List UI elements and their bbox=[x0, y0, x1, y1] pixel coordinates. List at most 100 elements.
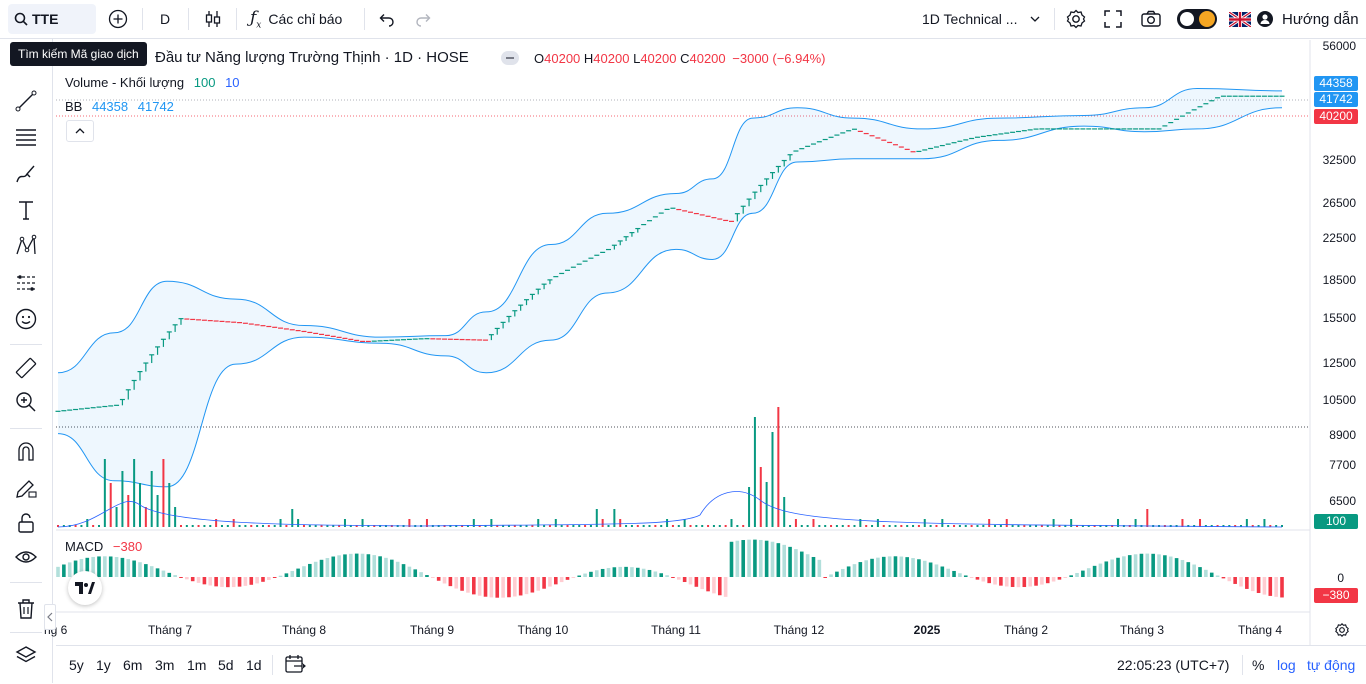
volume-bar bbox=[841, 525, 844, 527]
lock-tool[interactable] bbox=[13, 510, 39, 536]
l-value: 40200 bbox=[640, 51, 677, 66]
macd-bar bbox=[378, 556, 382, 577]
interval-button[interactable]: D bbox=[160, 0, 170, 38]
macd-bar bbox=[846, 566, 851, 577]
macd-bar bbox=[1133, 554, 1138, 577]
volume-bar bbox=[226, 525, 229, 527]
volume-legend[interactable]: Volume - Khối lượng 100 10 bbox=[65, 75, 240, 90]
range-1m-button[interactable]: 1m bbox=[187, 657, 207, 673]
volume-bar bbox=[343, 519, 346, 527]
ruler-tool[interactable] bbox=[13, 355, 39, 381]
c-label: C bbox=[680, 51, 690, 66]
chart-type-button[interactable] bbox=[202, 0, 224, 38]
volume-bar bbox=[109, 483, 112, 527]
range-6m-button[interactable]: 6m bbox=[123, 657, 143, 673]
delete-tool[interactable] bbox=[13, 596, 39, 622]
settings-button[interactable] bbox=[1065, 0, 1087, 38]
goto-date-button[interactable] bbox=[284, 654, 306, 677]
macd-bar bbox=[969, 577, 974, 578]
macd-bar bbox=[1215, 575, 1220, 577]
macd-bar bbox=[419, 572, 423, 577]
macd-legend[interactable]: MACD −380 bbox=[65, 539, 142, 554]
range-1y-button[interactable]: 1y bbox=[96, 657, 111, 673]
volume-bar bbox=[912, 525, 915, 527]
volume-bar bbox=[1228, 525, 1231, 527]
macd-bar bbox=[360, 553, 365, 577]
forecast-icon bbox=[17, 275, 35, 291]
fib-tool[interactable] bbox=[13, 124, 39, 150]
macd-bar bbox=[208, 577, 213, 586]
pattern-tool[interactable] bbox=[13, 233, 39, 259]
volume-bar bbox=[68, 525, 71, 527]
macd-bar bbox=[413, 569, 418, 577]
volume-bar bbox=[279, 519, 282, 527]
volume-bar bbox=[1122, 525, 1125, 527]
sidebar-collapse-handle[interactable] bbox=[44, 604, 56, 630]
text-tool[interactable] bbox=[13, 197, 39, 223]
language-button[interactable] bbox=[1229, 0, 1251, 38]
horizontal-lines-icon bbox=[16, 129, 36, 146]
fullscreen-button[interactable] bbox=[1103, 0, 1123, 38]
range-1d-button[interactable]: 1d bbox=[246, 657, 262, 673]
guide-button[interactable]: Hướng dẫn bbox=[1257, 0, 1359, 38]
volume-legend-label: Volume - Khối lượng bbox=[65, 75, 185, 90]
macd-bar bbox=[706, 577, 710, 592]
symbol-search-button[interactable]: TTE bbox=[8, 4, 96, 34]
auto-scale-button[interactable]: tự động bbox=[1307, 657, 1356, 673]
compare-button[interactable] bbox=[108, 0, 128, 38]
macd-bar bbox=[794, 549, 798, 577]
visibility-tool[interactable] bbox=[13, 544, 39, 570]
macd-bar bbox=[1204, 569, 1208, 577]
volume-bar bbox=[291, 509, 294, 527]
magnet-tool[interactable] bbox=[13, 438, 39, 464]
volume-bar bbox=[976, 525, 979, 527]
macd-bar bbox=[624, 566, 628, 577]
macd-bar bbox=[97, 556, 101, 577]
theme-toggle[interactable] bbox=[1177, 0, 1217, 38]
percent-scale-button[interactable]: % bbox=[1252, 657, 1265, 673]
collapse-legend-button[interactable] bbox=[66, 120, 94, 142]
axis-settings-button[interactable] bbox=[1334, 622, 1350, 638]
volume-bar bbox=[835, 525, 838, 527]
macd-bar bbox=[741, 540, 746, 577]
forecast-tool[interactable] bbox=[13, 270, 39, 296]
macd-bar bbox=[1010, 577, 1015, 587]
undo-button[interactable] bbox=[377, 0, 395, 38]
price-tick: 32500 bbox=[1322, 153, 1356, 167]
emoji-tool[interactable] bbox=[13, 306, 39, 332]
trendline-tool[interactable] bbox=[13, 88, 39, 114]
volume-bar bbox=[466, 525, 469, 527]
zoom-tool[interactable] bbox=[13, 389, 39, 415]
brush-tool[interactable] bbox=[13, 161, 39, 187]
volume-bar bbox=[1210, 525, 1213, 527]
range-5d-button[interactable]: 5d bbox=[218, 657, 234, 673]
market-status-icon[interactable] bbox=[501, 51, 519, 65]
macd-bar bbox=[243, 577, 248, 586]
macd-bar bbox=[249, 577, 254, 585]
volume-bar bbox=[414, 525, 417, 527]
tradingview-logo[interactable] bbox=[68, 571, 102, 605]
lock-drawing-tool[interactable] bbox=[13, 475, 39, 501]
time-tick: Tháng 3 bbox=[1119, 623, 1165, 637]
macd-bar bbox=[548, 577, 552, 587]
range-3m-button[interactable]: 3m bbox=[155, 657, 175, 673]
clock-display[interactable]: 22:05:23 (UTC+7) bbox=[1117, 657, 1230, 673]
guide-label: Hướng dẫn bbox=[1282, 10, 1359, 28]
indicators-button[interactable]: ƒx Các chỉ báo bbox=[250, 0, 342, 38]
volume-bar bbox=[736, 525, 739, 527]
macd-bar bbox=[577, 575, 582, 577]
volume-bar bbox=[1269, 525, 1272, 527]
log-scale-button[interactable]: log bbox=[1277, 657, 1296, 673]
smile-icon bbox=[15, 308, 37, 330]
macd-bar bbox=[1151, 553, 1155, 577]
range-5y-button[interactable]: 5y bbox=[69, 657, 84, 673]
time-tick: Tháng 11 bbox=[651, 623, 701, 637]
macd-bar bbox=[975, 577, 980, 580]
screenshot-button[interactable] bbox=[1140, 0, 1162, 38]
object-tree-button[interactable] bbox=[13, 643, 39, 669]
layout-button[interactable]: 1D Technical ... bbox=[922, 0, 1041, 38]
macd-bar bbox=[606, 567, 611, 577]
bb-legend[interactable]: BB 44358 41742 bbox=[65, 99, 174, 114]
redo-button[interactable] bbox=[415, 0, 433, 38]
